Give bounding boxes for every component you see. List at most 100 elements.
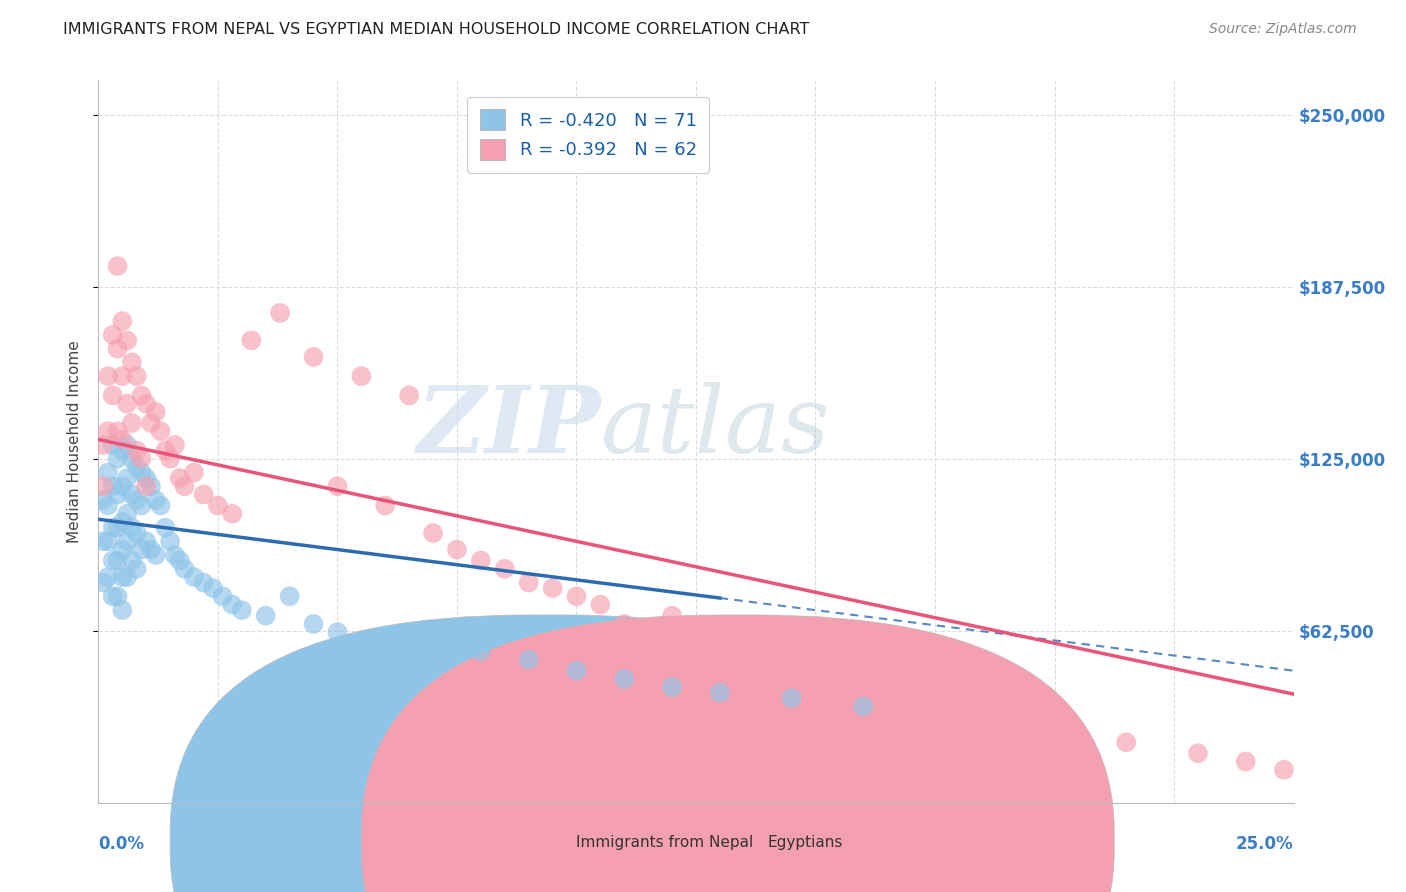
Point [565, 664, 588, 678]
Point [135, 479, 157, 493]
Point [326, 625, 349, 640]
Point [125, 460, 148, 475]
Point [155, 443, 177, 458]
Point [107, 424, 129, 438]
Point [131, 388, 153, 402]
Point [169, 471, 191, 485]
Point [278, 590, 301, 604]
Point [121, 553, 143, 567]
Point [91, 534, 114, 549]
Point [115, 397, 138, 411]
Y-axis label: Median Household Income: Median Household Income [67, 340, 83, 543]
Point [115, 438, 138, 452]
Text: Egyptians: Egyptians [768, 835, 844, 850]
Point [111, 515, 134, 529]
Point [131, 499, 153, 513]
Point [107, 342, 129, 356]
Point [804, 672, 827, 686]
Point [97, 570, 120, 584]
Point [374, 499, 396, 513]
Point [139, 542, 162, 557]
Point [1115, 735, 1137, 749]
Point [494, 562, 516, 576]
FancyBboxPatch shape [361, 615, 1115, 892]
Point [159, 451, 181, 466]
Point [107, 590, 129, 604]
Point [125, 526, 148, 541]
Point [517, 653, 540, 667]
Point [231, 603, 253, 617]
Point [135, 534, 157, 549]
Point [131, 466, 153, 480]
Point [374, 631, 396, 645]
Point [221, 507, 243, 521]
Point [91, 438, 114, 452]
Point [111, 433, 134, 447]
Point [422, 636, 444, 650]
Legend: R = -0.420   N = 71, R = -0.392   N = 62: R = -0.420 N = 71, R = -0.392 N = 62 [467, 96, 710, 172]
Point [169, 553, 191, 567]
Text: 0.0%: 0.0% [98, 835, 145, 854]
Point [97, 534, 120, 549]
Point [101, 388, 124, 402]
Point [115, 534, 138, 549]
Point [111, 542, 134, 557]
Point [613, 616, 636, 631]
Point [101, 520, 124, 534]
Point [135, 471, 157, 485]
Point [121, 416, 143, 430]
Point [173, 562, 195, 576]
Point [107, 553, 129, 567]
Point [131, 451, 153, 466]
Point [422, 526, 444, 541]
Point [948, 699, 970, 714]
Point [145, 493, 167, 508]
Point [1234, 755, 1257, 769]
Point [613, 672, 636, 686]
Point [97, 369, 120, 384]
Point [661, 608, 683, 623]
Point [111, 369, 134, 384]
Point [107, 451, 129, 466]
Point [121, 487, 143, 501]
Point [159, 534, 181, 549]
Text: IMMIGRANTS FROM NEPAL VS EGYPTIAN MEDIAN HOUSEHOLD INCOME CORRELATION CHART: IMMIGRANTS FROM NEPAL VS EGYPTIAN MEDIAN… [63, 22, 810, 37]
Point [183, 466, 205, 480]
Point [661, 680, 683, 694]
FancyBboxPatch shape [170, 615, 922, 892]
Point [101, 479, 124, 493]
Point [350, 369, 373, 384]
Point [91, 479, 114, 493]
Point [1272, 763, 1295, 777]
Point [183, 570, 205, 584]
Point [149, 499, 172, 513]
Point [111, 570, 134, 584]
Point [111, 603, 134, 617]
Point [900, 691, 922, 706]
Point [173, 479, 195, 493]
Point [139, 416, 162, 430]
Point [139, 479, 162, 493]
Point [211, 590, 233, 604]
Point [97, 499, 120, 513]
Point [470, 644, 492, 658]
Point [125, 443, 148, 458]
Point [202, 581, 225, 595]
Point [163, 548, 186, 562]
Point [101, 327, 124, 342]
Point [131, 542, 153, 557]
Point [121, 355, 143, 369]
Point [101, 438, 124, 452]
Point [852, 664, 875, 678]
Point [97, 424, 120, 438]
Point [517, 575, 540, 590]
Text: ZIP: ZIP [416, 382, 600, 472]
Point [398, 388, 420, 402]
Point [115, 471, 138, 485]
Point [1043, 719, 1066, 733]
Point [107, 259, 129, 273]
Point [111, 479, 134, 493]
Point [91, 493, 114, 508]
Point [107, 520, 129, 534]
Point [115, 334, 138, 348]
